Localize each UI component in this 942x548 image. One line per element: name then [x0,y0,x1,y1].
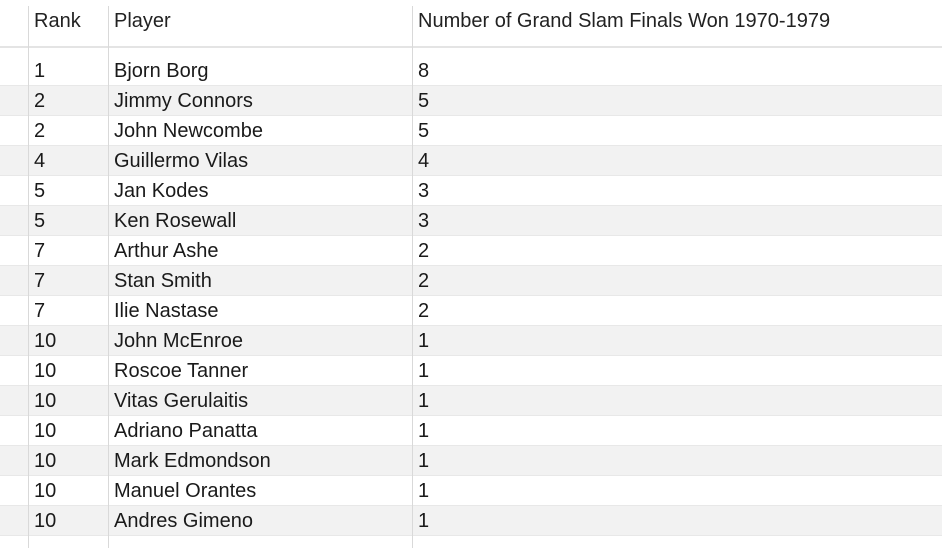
table-row[interactable]: 7 Ilie Nastase 2 [0,296,942,326]
row-divider [0,295,942,296]
row-divider [0,415,942,416]
table-row[interactable]: 5 Ken Rosewall 3 [0,206,942,236]
player-cell: Manuel Orantes [114,480,257,502]
row-divider [0,505,942,506]
table-row[interactable]: 10 Andres Gimeno 1 [0,506,942,536]
rank-cell: 5 [34,210,46,232]
finals-won-cell: 3 [418,210,430,232]
rank-cell: 1 [34,60,46,82]
row-divider [0,85,942,86]
rank-cell: 10 [34,360,57,382]
row-divider [0,355,942,356]
column-header-rank[interactable]: Rank [34,10,81,32]
finals-won-cell: 1 [418,390,430,412]
rank-cell: 2 [34,90,46,112]
finals-won-cell: 2 [418,240,430,262]
player-cell: Guillermo Vilas [114,150,249,172]
finals-won-cell: 1 [418,510,430,532]
row-divider [0,265,942,266]
table-row[interactable]: 10 Manuel Orantes 1 [0,476,942,506]
row-divider [0,325,942,326]
row-divider [0,145,942,146]
player-cell: Roscoe Tanner [114,360,249,382]
rank-cell: 10 [34,480,57,502]
table-row[interactable]: 10 Roscoe Tanner 1 [0,356,942,386]
player-cell: Ilie Nastase [114,300,219,322]
rank-cell: 4 [34,150,46,172]
table-row[interactable]: 7 Arthur Ashe 2 [0,236,942,266]
rank-cell: 7 [34,270,46,292]
player-cell: Jan Kodes [114,180,209,202]
row-divider [0,535,942,536]
finals-won-cell: 1 [418,330,430,352]
player-cell: Bjorn Borg [114,60,209,82]
player-cell: John Newcombe [114,120,263,142]
player-cell: Arthur Ashe [114,240,219,262]
finals-won-cell: 1 [418,450,430,472]
table-row[interactable]: 10 Mark Edmondson 1 [0,446,942,476]
column-separator-left [28,6,29,548]
table-row[interactable]: 10 John McEnroe 1 [0,326,942,356]
row-divider [0,235,942,236]
finals-won-cell: 4 [418,150,430,172]
table-header: Rank Player Number of Grand Slam Finals … [0,0,942,46]
rank-cell: 10 [34,390,57,412]
rank-cell: 2 [34,120,46,142]
row-divider [0,475,942,476]
finals-won-cell: 2 [418,300,430,322]
column-header-grand-slam-finals[interactable]: Number of Grand Slam Finals Won 1970-197… [418,10,831,32]
table-body: 1 Bjorn Borg 8 2 Jimmy Connors 5 2 John Newcomb… [0,56,942,536]
player-cell: Mark Edmondson [114,450,271,472]
row-divider [0,385,942,386]
player-cell: John McEnroe [114,330,243,352]
table-row[interactable]: 2 Jimmy Connors 5 [0,86,942,116]
rank-cell: 10 [34,450,57,472]
table-row[interactable]: 4 Guillermo Vilas 4 [0,146,942,176]
rank-cell: 10 [34,330,57,352]
column-header-player[interactable]: Player [114,10,171,32]
finals-won-cell: 3 [418,180,430,202]
player-cell: Andres Gimeno [114,510,253,532]
table-row[interactable]: 10 Vitas Gerulaitis 1 [0,386,942,416]
finals-won-cell: 1 [418,480,430,502]
row-divider [0,175,942,176]
finals-won-cell: 1 [418,420,430,442]
finals-won-cell: 2 [418,270,430,292]
header-divider [0,46,942,48]
row-divider [0,115,942,116]
rank-cell: 5 [34,180,46,202]
table-row[interactable]: 10 Adriano Panatta 1 [0,416,942,446]
table-row[interactable]: 1 Bjorn Borg 8 [0,56,942,86]
column-separator-rank-player[interactable] [108,6,109,548]
player-cell: Ken Rosewall [114,210,237,232]
player-cell: Adriano Panatta [114,420,258,442]
table-row[interactable]: 2 John Newcombe 5 [0,116,942,146]
row-divider [0,445,942,446]
rank-cell: 10 [34,420,57,442]
table-empty-row [0,536,942,548]
player-cell: Vitas Gerulaitis [114,390,249,412]
finals-won-cell: 5 [418,90,430,112]
table-row[interactable]: 5 Jan Kodes 3 [0,176,942,206]
rank-cell: 10 [34,510,57,532]
rank-cell: 7 [34,240,46,262]
finals-won-cell: 5 [418,120,430,142]
player-cell: Jimmy Connors [114,90,253,112]
table-row[interactable]: 7 Stan Smith 2 [0,266,942,296]
row-divider [0,205,942,206]
column-separator-player-finals[interactable] [412,6,413,548]
finals-won-cell: 8 [418,60,430,82]
rank-cell: 7 [34,300,46,322]
player-cell: Stan Smith [114,270,212,292]
finals-won-cell: 1 [418,360,430,382]
